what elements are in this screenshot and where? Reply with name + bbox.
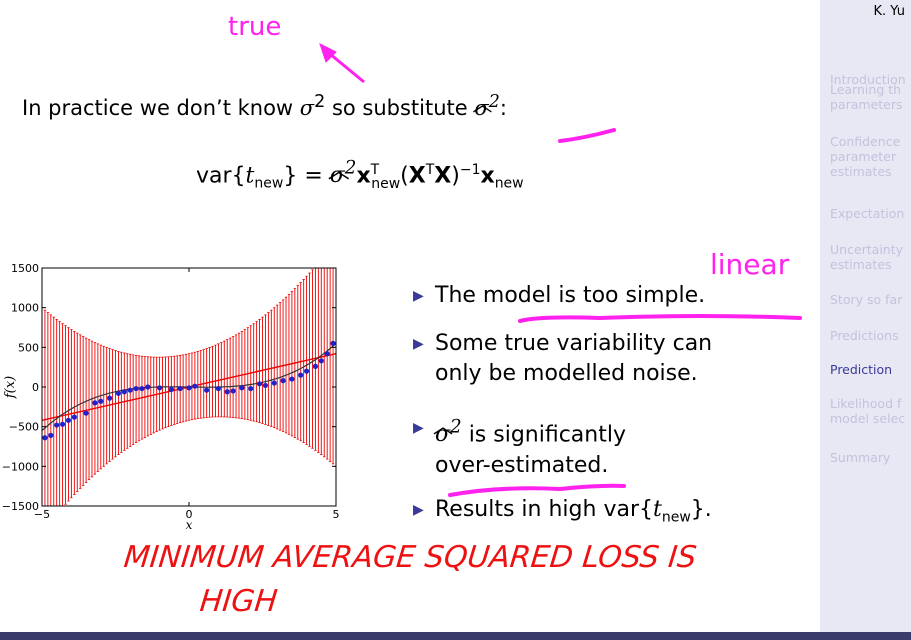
sidebar-item-9[interactable]: Summary [830, 450, 891, 465]
data-point [71, 414, 77, 420]
x-axis-label: x [186, 518, 193, 532]
slide: true linear In practice we don’t know σ2… [1, 12, 802, 619]
underline-over-estimated [448, 483, 626, 497]
plot-area [42, 268, 336, 506]
y-tick-label: 0 [32, 381, 39, 394]
intro-sentence: In practice we don’t know σ2 so substitu… [22, 92, 507, 120]
data-point [115, 390, 122, 396]
sigma-hat-symbol: σ2 ︿ [472, 92, 500, 120]
variance-equation: var{tnew} = σ2 ︿ xTnew(XTX)−1xnew [196, 158, 524, 192]
author-name: K. Yu [873, 4, 905, 19]
x-tick-label: 0 [186, 508, 193, 521]
sidebar-item-4[interactable]: Uncertainty estimates [830, 242, 904, 272]
data-point [271, 380, 277, 386]
annotation-arrow [329, 52, 365, 84]
intro-prefix: In practice we don’t know [22, 96, 300, 120]
underline-too-simple [518, 314, 802, 323]
data-point [168, 386, 174, 392]
data-point [48, 432, 54, 438]
data-point [298, 372, 304, 378]
y-axis-label: f(x) [3, 376, 18, 399]
sidebar-item-3[interactable]: Expectation [830, 206, 905, 221]
data-point [224, 389, 230, 395]
data-point [289, 376, 295, 382]
data-point [230, 388, 236, 394]
data-point [54, 422, 60, 428]
sidebar-item-0[interactable]: Introduction [830, 72, 906, 87]
y-tick-label: −1500 [2, 500, 39, 513]
y-tick-label: 500 [18, 341, 39, 354]
data-point [215, 385, 221, 392]
x-tick-label: 5 [333, 508, 340, 521]
data-point [98, 398, 104, 404]
data-point [42, 435, 48, 441]
y-tick-label: 1500 [11, 262, 39, 275]
sidebar-item-8[interactable]: Likelihood f model selec [830, 396, 906, 426]
sigma-square: 2 [314, 92, 326, 112]
sigma-hat-eq: σ2 ︿ [327, 158, 357, 189]
data-point [92, 400, 98, 406]
data-point [157, 385, 163, 391]
data-point [121, 389, 127, 395]
y-tick-label: −500 [9, 421, 39, 434]
data-point [139, 385, 145, 392]
handwritten-note-line2: HIGH [198, 584, 280, 619]
annotation-linear: linear [710, 248, 790, 281]
data-point [83, 410, 89, 416]
data-point [324, 351, 330, 357]
data-point [304, 368, 310, 374]
data-point [107, 395, 113, 401]
sidebar-item-1[interactable]: Learning th parameters [830, 82, 903, 112]
intro-suffix: : [499, 96, 507, 120]
data-point [127, 387, 133, 393]
y-tick-label: 1000 [11, 302, 39, 315]
data-point [318, 358, 324, 364]
prediction-plot: −1500 −1000 −500 0 500 1000 1500 −5 0 5 x f(x) [2, 43, 802, 532]
bottom-bar [0, 632, 911, 640]
data-point [192, 383, 198, 389]
y-tick-label: −1000 [2, 460, 39, 473]
data-point [256, 381, 263, 387]
sigma-symbol: σ [299, 96, 315, 120]
data-point [145, 384, 151, 390]
sidebar-item-5[interactable]: Story so far [830, 292, 903, 307]
data-point [312, 363, 319, 369]
annotation-arrowhead [319, 43, 337, 63]
annotation-true: true [228, 12, 282, 42]
data-point [204, 387, 210, 393]
data-point [186, 385, 192, 391]
data-point [239, 385, 245, 391]
underline-sigma-hat [558, 128, 616, 143]
data-point [262, 382, 269, 389]
data-point [59, 421, 66, 427]
sidebar-item-7[interactable]: Prediction [830, 362, 893, 377]
data-point [133, 385, 139, 392]
sidebar-item-6[interactable]: Predictions [830, 328, 899, 343]
data-point [177, 385, 183, 392]
x-tick-label: −5 [34, 508, 50, 521]
data-point [248, 385, 254, 392]
data-point [330, 340, 336, 346]
sidebar-item-2[interactable]: Confidence parameter estimates [830, 134, 901, 179]
intro-mid: so substitute [325, 96, 475, 120]
data-point [280, 378, 286, 384]
navigation-sidebar: K. Yu Introduction Learning th parameters… [820, 0, 911, 640]
data-point [65, 417, 72, 423]
handwritten-note-line1: MINIMUM AVERAGE SQUARED LOSS IS [122, 540, 699, 575]
